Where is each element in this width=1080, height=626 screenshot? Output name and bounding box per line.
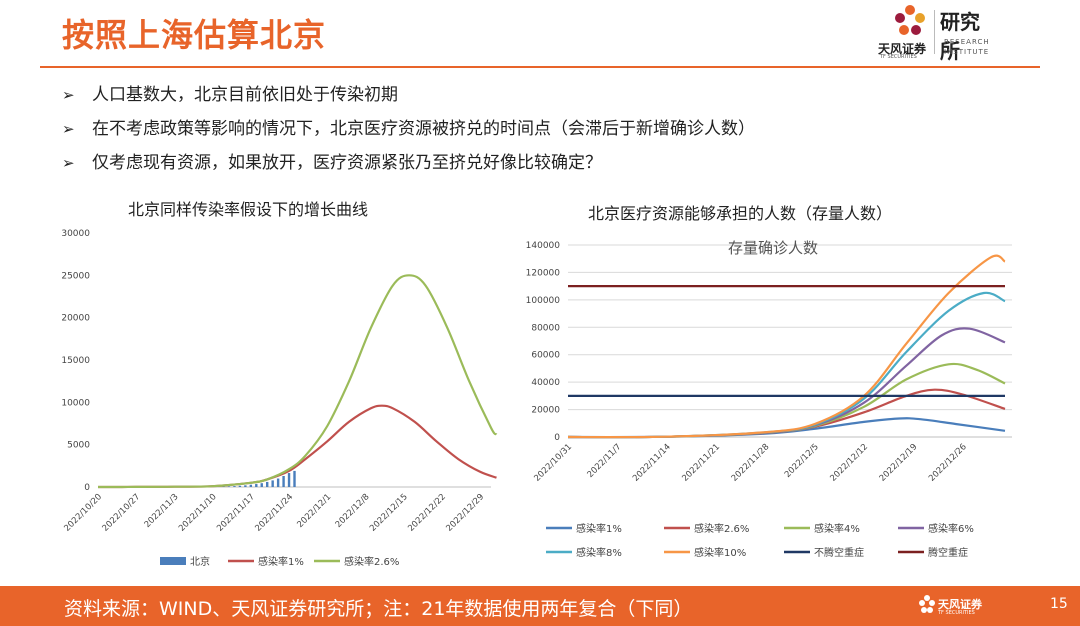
chart-1-y-tick-label: 30000 [61, 229, 90, 239]
chart-1-x-tick-label: 2022/10/20 [62, 492, 104, 534]
chart-2-series-line-5 [567, 291, 1006, 439]
chart-1-bar [271, 480, 274, 487]
chart-1-x-tick-label: 2022/11/10 [177, 492, 219, 534]
chart-1-series-line-1 [97, 404, 497, 489]
flower-logo-icon [895, 5, 925, 35]
bullet-item: ➢ 在不考虑政策等影响的情况下，北京医疗资源被挤兑的时间点（会滞后于新增确诊人数） [62, 118, 755, 152]
logo-divider [934, 10, 935, 54]
chart-1-legend-label: 感染率2.6% [344, 555, 399, 568]
chart-1-y-tick-label: 20000 [61, 314, 90, 324]
chart-2-legend-label: 感染率1% [576, 522, 622, 535]
bullet-item: ➢ 仅考虑现有资源，如果放开，医疗资源紧张乃至挤兑好像比较确定？ [62, 152, 755, 186]
chart-2-series-line-1 [567, 417, 1006, 439]
chart-2-y-tick-label: 20000 [531, 406, 560, 416]
chart-1-bar [233, 486, 236, 487]
chart-1-legend-label: 感染率1% [258, 555, 304, 568]
footer-source: 资料来源：WIND、天风证券研究所；注：21年数据使用两年复合（下同） [64, 598, 693, 620]
logo-sub-en: TF SECURITIES [880, 54, 917, 60]
charts-canvas: 0 5000 10000 15000 20000 25000 30000 2022/10/20… [61, 229, 1012, 568]
chart-2-y-tick-label: 100000 [526, 296, 561, 306]
chart-1-x-tick-label: 2022/12/29 [444, 492, 486, 534]
chart-1-x-tick-label: 2022/12/22 [406, 492, 448, 534]
page-title: 按照上海估算北京 [62, 16, 327, 54]
chart-2-x-tick-label: 2022/11/14 [631, 442, 673, 484]
chart-1-y-tick-label: 25000 [61, 271, 90, 281]
chart-2-series-line-3 [567, 362, 1006, 439]
chart-2-x-tick-label: 2022/11/21 [680, 442, 722, 484]
chart-2-x-tick-label: 2022/12/19 [878, 442, 920, 484]
chart-1-bar [266, 481, 269, 487]
flower-logo-icon [919, 595, 935, 613]
chart-1-x-tick-label: 2022/11/3 [143, 492, 181, 530]
bullet-text: 人口基数大，北京目前依旧处于传染初期 [92, 85, 398, 105]
chart-2-x-tick-label: 2022/12/26 [927, 442, 969, 484]
chart-2-y-tick-label: 140000 [526, 241, 561, 251]
chart-2-x-tick-label: 2022/12/5 [783, 442, 821, 480]
arrow-bullet-icon: ➢ [62, 86, 75, 104]
footer-logo-name: 天风证券 [938, 598, 982, 611]
chart-1-bar [282, 475, 285, 487]
chart-1-y-tick-label: 0 [84, 483, 90, 493]
chart-2-x-tick-label: 2022/12/12 [828, 442, 870, 484]
bullet-text: 在不考虑政策等影响的情况下，北京医疗资源被挤兑的时间点（会滞后于新增确诊人数） [92, 119, 755, 139]
chart-1-x-tick-label: 2022/11/17 [215, 492, 257, 534]
chart-1-bar [276, 478, 280, 487]
chart-2-title: 北京医疗资源能够承担的人数（存量人数） [588, 204, 893, 223]
chart-2-x-tick-label: 2022/11/28 [730, 442, 772, 484]
header-rule [40, 66, 1040, 68]
chart-2-y-tick-label: 120000 [526, 268, 561, 278]
bullet-list: ➢ 人口基数大，北京目前依旧处于传染初期 ➢ 在不考虑政策等影响的情况下，北京医疗资… [62, 84, 755, 186]
chart-1-bar [238, 485, 242, 487]
chart-1-x-tick-label: 2022/10/27 [101, 492, 143, 534]
page-number: 15 [1050, 596, 1068, 612]
chart-1-bar [249, 484, 253, 487]
chart-1-bar [244, 485, 247, 487]
chart-2-x-tick-label: 2022/10/31 [532, 442, 574, 484]
chart-1-bar [260, 483, 263, 487]
chart-1-legend-label: 北京 [190, 555, 210, 568]
chart-1-bar [287, 473, 291, 487]
footer-logo-sub: TF SECURITIES [938, 610, 975, 616]
chart-1-bar [222, 486, 225, 487]
chart-2-y-tick-label: 0 [554, 433, 560, 443]
chart-2-legend-label: 感染率10% [694, 546, 746, 559]
chart-1-x-tick-label: 2022/12/15 [368, 492, 410, 534]
chart-2-legend-label: 感染率8% [576, 546, 622, 559]
logo-institute-en-2: INSTITUTE [944, 48, 990, 56]
logo-institute-cn: 研究所 [940, 10, 980, 63]
chart-2-y-tick-label: 40000 [531, 378, 560, 388]
footer-bar: 资料来源：WIND、天风证券研究所；注：21年数据使用两年复合（下同） 天风证券… [0, 586, 1080, 626]
bullet-item: ➢ 人口基数大，北京目前依旧处于传染初期 [62, 84, 755, 118]
chart-2-y-tick-label: 60000 [531, 351, 560, 361]
chart-1-x-tick-label: 2022/12/1 [295, 492, 333, 530]
chart-1-x-tick-label: 2022/12/8 [334, 492, 372, 530]
footer-logo: 天风证券 TF SECURITIES [918, 594, 1018, 620]
chart-2-x-tick-label: 2022/11/7 [586, 442, 624, 480]
chart-2-legend-label: 感染率6% [928, 522, 974, 535]
chart-1-y-tick-label: 10000 [61, 398, 90, 408]
chart-1-series-line-2 [97, 274, 498, 489]
chart-1-y-tick-label: 5000 [67, 441, 90, 451]
chart-2-legend-label: 感染率4% [814, 522, 860, 535]
arrow-bullet-icon: ➢ [62, 120, 75, 138]
chart-2-y-tick-label: 80000 [531, 323, 560, 333]
chart-2-legend-label: 感染率2.6% [694, 522, 749, 535]
chart-1-title: 北京同样传染率假设下的增长曲线 [128, 200, 369, 219]
arrow-bullet-icon: ➢ [62, 154, 75, 172]
bullet-text: 仅考虑现有资源，如果放开，医疗资源紧张乃至挤兑好像比较确定？ [92, 153, 602, 173]
chart-2-subtitle: 存量确诊人数 [728, 239, 818, 257]
chart-1-bar [293, 470, 296, 487]
chart-1-y-tick-label: 15000 [61, 356, 90, 366]
logo-institute-en-1: RESEARCH [944, 38, 990, 46]
chart-1-bar [227, 486, 231, 487]
chart-1-x-tick-label: 2022/11/24 [253, 492, 295, 534]
chart-2-legend-label: 腾空重症 [928, 546, 968, 559]
chart-1-legend-swatch [160, 557, 186, 565]
logo-name: 天风证券 [878, 42, 927, 56]
chart-1-bar [255, 484, 258, 487]
brand-logo: 天风证券 TF SECURITIES 研究所 RESEARCH INSTITUT… [872, 2, 992, 63]
chart-2-legend-label: 不腾空重症 [814, 546, 864, 559]
